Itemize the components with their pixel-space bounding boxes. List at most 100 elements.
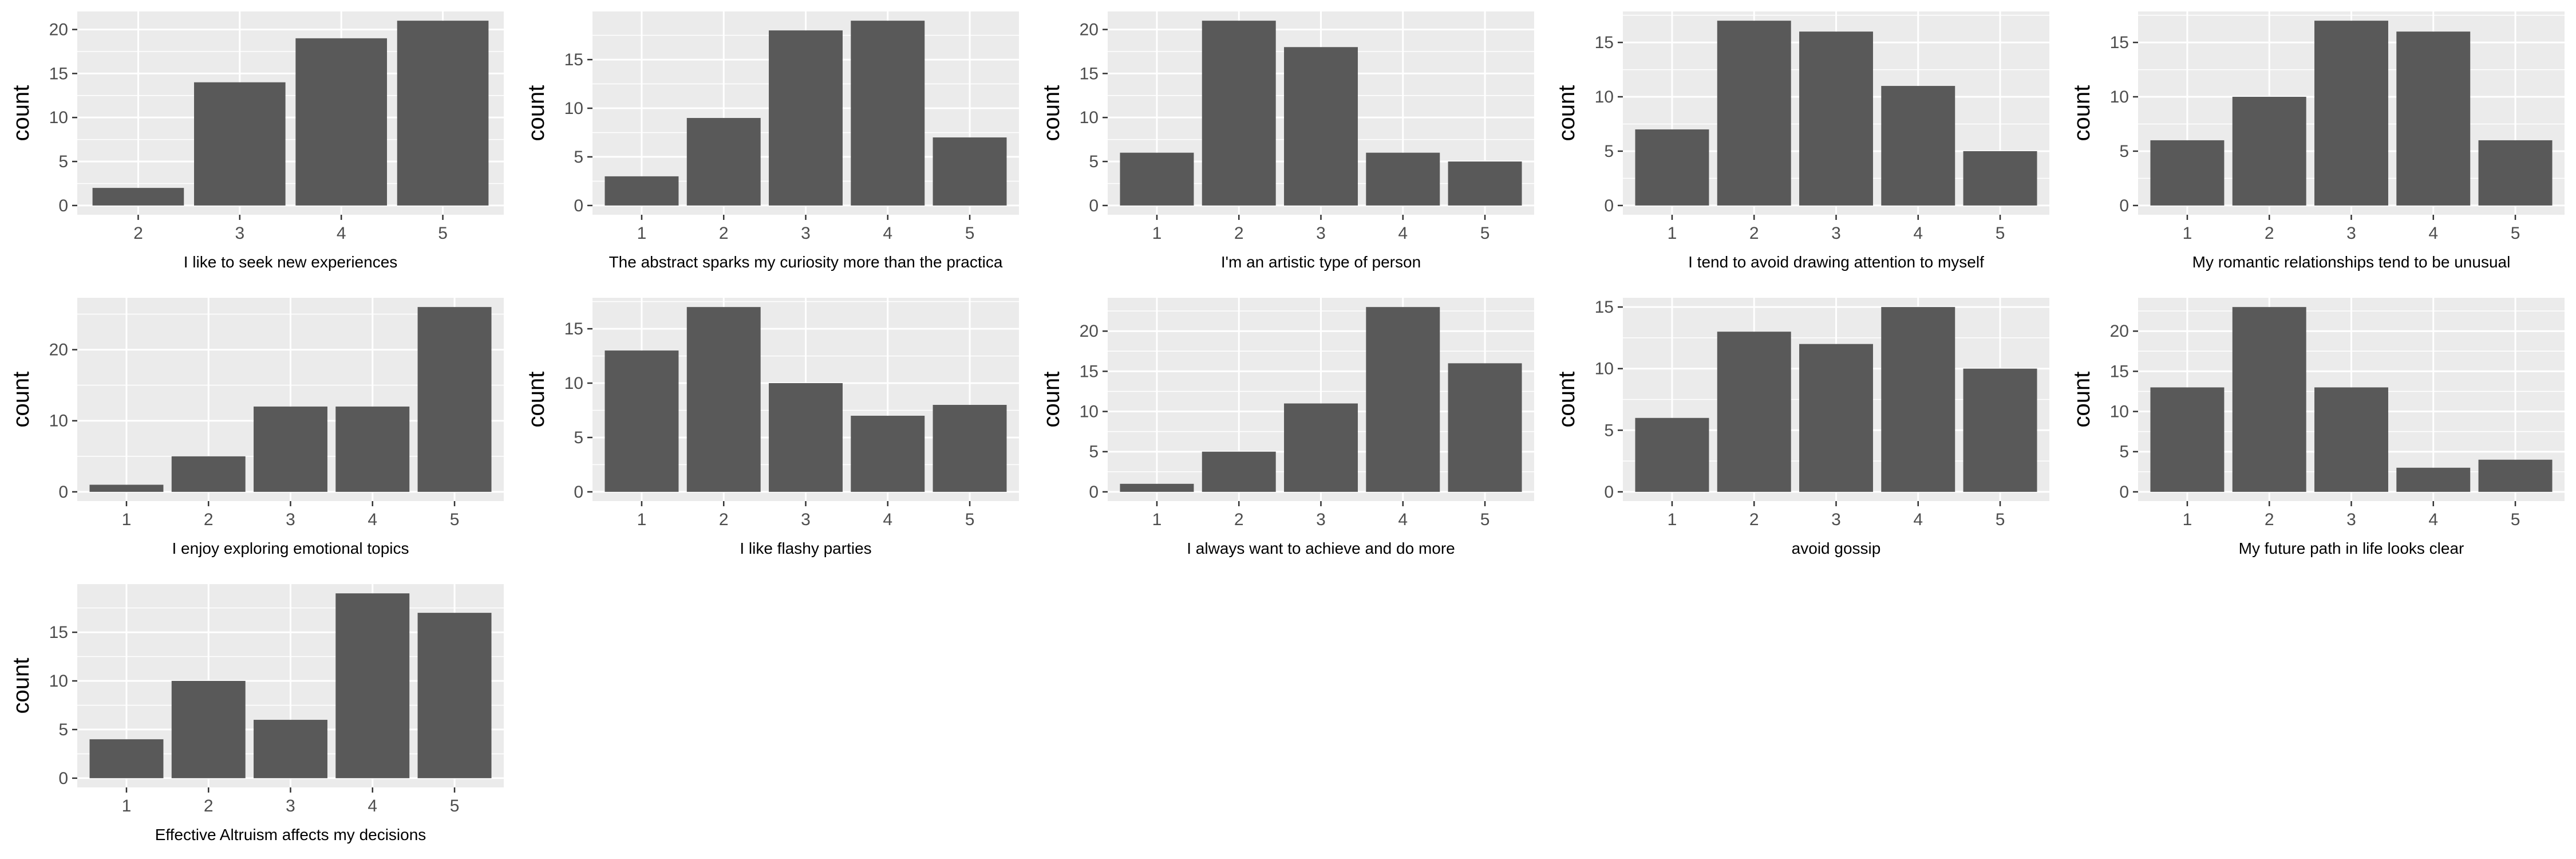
- bar: [605, 176, 679, 206]
- x-tick-label: 3: [286, 510, 295, 529]
- chart-panel: 0 10 20 1 2 3 4 5 I enjoy exploring emotional to…: [9, 298, 504, 557]
- x-tick-label: 5: [438, 224, 448, 243]
- y-axis-title: count: [524, 85, 549, 141]
- bar: [2232, 307, 2306, 492]
- chart-panel: 0 5 10 15 1 2 3 4 5 I like flashy parties count: [524, 298, 1019, 557]
- bar: [851, 21, 925, 206]
- bar: [92, 188, 184, 206]
- x-tick-label: 1: [2183, 510, 2192, 529]
- y-tick-label: 15: [2110, 362, 2129, 381]
- x-tick-label: 2: [1749, 510, 1759, 529]
- y-tick-label: 20: [1080, 21, 1099, 40]
- y-tick-label: 20: [2110, 322, 2129, 341]
- y-tick-label: 0: [1604, 483, 1614, 502]
- x-tick-label: 4: [337, 224, 346, 243]
- chart-panel: 0 5 10 15 1 2 3 4 5 avoid gossip count: [1554, 298, 2049, 557]
- x-axis-title: avoid gossip: [1792, 539, 1881, 557]
- x-tick-label: 3: [1831, 224, 1841, 243]
- y-tick-label: 5: [1089, 152, 1099, 171]
- x-tick-label: 2: [1749, 224, 1759, 243]
- y-tick-label: 15: [49, 64, 68, 83]
- y-tick-label: 0: [1604, 196, 1614, 215]
- y-tick-label: 10: [49, 108, 68, 127]
- x-tick-label: 1: [122, 510, 132, 529]
- y-tick-label: 15: [49, 623, 68, 642]
- bar: [2396, 31, 2471, 206]
- x-tick-label: 3: [1831, 510, 1841, 529]
- y-tick-label: 10: [1595, 88, 1614, 107]
- x-tick-label: 4: [368, 797, 377, 815]
- chart-panel: 0 5 10 15 20 1 2 3 4 5 I always want to achieve an…: [1039, 298, 1534, 557]
- bar: [1202, 21, 1276, 206]
- x-tick-label: 2: [2265, 510, 2274, 529]
- bar: [1799, 344, 1873, 492]
- y-tick-label: 0: [58, 483, 68, 502]
- bar: [254, 719, 327, 778]
- x-axis-title: My romantic relationships tend to be unu…: [2192, 253, 2511, 271]
- bar: [851, 415, 925, 492]
- y-axis-title: count: [1039, 85, 1064, 141]
- x-axis-title: I'm an artistic type of person: [1221, 253, 1421, 271]
- y-tick-label: 20: [49, 341, 68, 360]
- x-tick-label: 3: [801, 224, 811, 243]
- chart-panel: 0 5 10 15 20 2 3 4 5 I like to seek new experienc…: [9, 11, 504, 271]
- x-axis-title: Effective Altruism affects my decisions: [155, 826, 426, 844]
- bar: [1635, 129, 1709, 206]
- y-tick-label: 20: [1080, 322, 1099, 341]
- y-tick-label: 5: [2119, 142, 2129, 161]
- y-axis-title: count: [9, 658, 34, 714]
- y-tick-label: 10: [2110, 88, 2129, 107]
- x-tick-label: 4: [883, 510, 892, 529]
- x-tick-label: 2: [1234, 224, 1244, 243]
- bar: [1635, 417, 1709, 492]
- x-tick-label: 3: [1316, 510, 1326, 529]
- y-tick-label: 10: [2110, 403, 2129, 421]
- y-tick-label: 0: [1089, 196, 1099, 215]
- x-tick-label: 1: [1152, 224, 1162, 243]
- x-tick-label: 3: [2346, 224, 2356, 243]
- x-tick-label: 1: [2183, 224, 2192, 243]
- y-tick-label: 20: [49, 21, 68, 40]
- y-axis-title: count: [1554, 372, 1579, 428]
- x-tick-label: 5: [965, 224, 975, 243]
- bar: [193, 82, 286, 206]
- x-tick-label: 1: [122, 797, 132, 815]
- bar: [1881, 86, 1955, 206]
- bar: [1963, 368, 2037, 492]
- y-tick-label: 5: [1089, 443, 1099, 462]
- x-tick-label: 1: [1668, 224, 1677, 243]
- x-tick-label: 3: [801, 510, 811, 529]
- x-tick-label: 4: [1913, 224, 1923, 243]
- bar: [1366, 152, 1440, 206]
- y-tick-label: 10: [49, 672, 68, 691]
- x-tick-label: 3: [2346, 510, 2356, 529]
- bar: [1120, 483, 1194, 492]
- bar: [1448, 363, 1522, 492]
- bar: [2150, 140, 2225, 206]
- x-tick-label: 4: [1398, 510, 1408, 529]
- bar: [335, 406, 410, 492]
- bar: [171, 681, 246, 778]
- bar: [1366, 307, 1440, 492]
- x-tick-label: 5: [965, 510, 975, 529]
- x-tick-label: 2: [2265, 224, 2274, 243]
- x-axis-title: The abstract sparks my curiosity more th…: [609, 253, 1003, 271]
- x-tick-label: 2: [1234, 510, 1244, 529]
- bar: [89, 484, 164, 492]
- bar: [295, 38, 388, 206]
- x-tick-label: 2: [133, 224, 143, 243]
- x-tick-label: 5: [2511, 224, 2520, 243]
- bar: [605, 350, 679, 492]
- bar: [1881, 307, 1955, 492]
- bar: [1963, 151, 2037, 206]
- x-tick-label: 4: [1398, 224, 1408, 243]
- bar: [397, 21, 489, 206]
- x-axis-title: I always want to achieve and do more: [1187, 539, 1455, 557]
- y-axis-title: count: [1554, 85, 1579, 141]
- bar: [254, 406, 327, 492]
- y-tick-label: 15: [1080, 64, 1099, 83]
- x-tick-label: 5: [450, 510, 460, 529]
- x-tick-label: 5: [1480, 510, 1490, 529]
- x-tick-label: 5: [450, 797, 460, 815]
- y-tick-label: 15: [1595, 33, 1614, 52]
